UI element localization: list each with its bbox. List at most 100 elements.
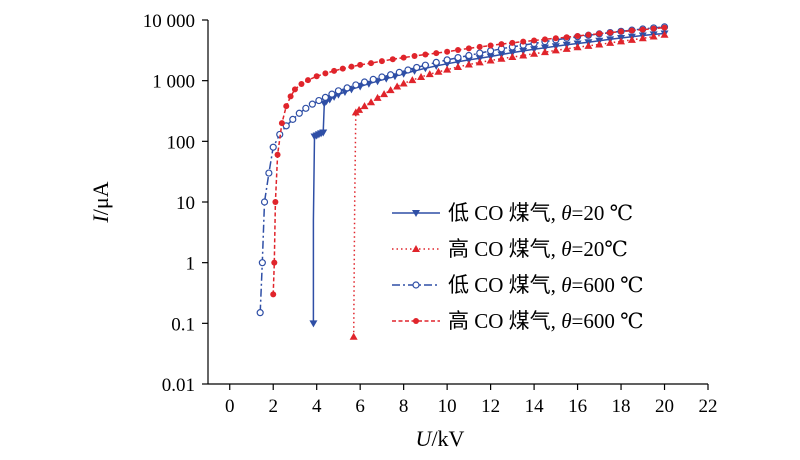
data-point <box>417 72 426 80</box>
x-tick-label: 20 <box>655 396 674 417</box>
data-point <box>349 332 358 340</box>
data-point <box>348 63 355 70</box>
data-point <box>393 82 402 90</box>
data-point <box>638 34 647 42</box>
legend-label: 高 CO 煤气, θ=20℃ <box>448 237 628 261</box>
data-point <box>315 96 323 105</box>
data-point <box>433 50 440 57</box>
legend-item-3: 高 CO 煤气, θ=600 ℃ <box>392 309 644 333</box>
data-point <box>487 42 494 49</box>
data-point <box>339 65 346 72</box>
data-point <box>355 105 364 113</box>
data-point <box>373 93 382 101</box>
data-point <box>585 31 592 38</box>
data-point <box>269 143 277 151</box>
data-point <box>258 259 266 267</box>
data-point <box>573 43 582 51</box>
legend-marker <box>412 210 420 217</box>
data-point <box>319 129 328 137</box>
data-point <box>352 81 360 89</box>
data-point <box>343 84 351 92</box>
y-tick-label: 10 000 <box>143 11 195 32</box>
y-tick-label: 1 <box>186 254 196 275</box>
legend-marker <box>413 318 419 324</box>
x-tick-label: 8 <box>399 396 409 417</box>
data-point <box>464 56 473 64</box>
data-point <box>331 67 338 74</box>
data-point <box>454 62 462 70</box>
series-1 <box>349 30 669 340</box>
data-point <box>334 87 343 95</box>
data-point <box>395 68 403 76</box>
y-axis-title: I/μA <box>88 181 113 223</box>
data-point <box>422 51 429 58</box>
data-point <box>607 29 614 36</box>
data-point <box>360 78 369 86</box>
data-point <box>260 198 269 206</box>
x-tick-label: 6 <box>355 396 365 417</box>
data-point <box>404 66 412 74</box>
data-point <box>661 24 668 31</box>
x-tick-label: 18 <box>612 396 631 417</box>
data-point <box>256 309 264 317</box>
data-point <box>519 47 528 55</box>
data-point <box>434 67 443 75</box>
data-point <box>386 86 395 94</box>
x-tick-label: 10 <box>438 396 457 417</box>
data-point <box>322 70 329 77</box>
data-point <box>628 27 635 34</box>
data-point <box>287 93 294 100</box>
data-point <box>487 47 495 55</box>
data-point <box>274 151 281 158</box>
y-tick-label: 0.01 <box>162 375 195 396</box>
data-point <box>618 28 625 35</box>
data-point <box>455 47 461 54</box>
data-point <box>421 61 429 69</box>
x-tick-label: 14 <box>525 396 545 417</box>
data-point <box>660 30 669 38</box>
data-point <box>497 54 506 62</box>
data-point <box>291 86 298 93</box>
data-point <box>298 81 305 88</box>
data-point <box>562 44 571 52</box>
data-point <box>271 259 278 266</box>
x-tick-label: 0 <box>225 396 235 417</box>
data-point <box>454 54 462 62</box>
data-point <box>321 93 329 101</box>
data-point <box>509 39 516 46</box>
data-point <box>369 75 377 83</box>
data-point <box>308 100 316 108</box>
data-point <box>278 120 285 127</box>
data-point <box>328 90 336 98</box>
data-point <box>540 44 549 52</box>
data-point <box>541 36 548 43</box>
y-tick-label: 100 <box>167 132 196 153</box>
data-point <box>367 98 376 106</box>
legend-marker <box>412 245 420 252</box>
data-point <box>464 60 473 68</box>
legend-label: 低 CO 煤气, θ=20 ℃ <box>448 201 633 225</box>
data-point <box>540 48 549 56</box>
data-point <box>498 41 505 48</box>
series-line <box>259 26 665 313</box>
legend-label: 低 CO 煤气, θ=600 ℃ <box>448 273 644 297</box>
x-axis-title: U/kV <box>416 426 465 451</box>
y-tick-label: 1 000 <box>152 72 195 93</box>
axes: 0 2 4 6 8 10 12 14 16 18 20 22 0.01 0.1 1 10 100 1 000 10 … <box>88 11 718 451</box>
data-point <box>649 32 658 40</box>
data-point <box>519 51 528 59</box>
data-point <box>476 49 484 57</box>
data-point <box>313 73 320 80</box>
data-point <box>486 56 495 64</box>
x-tick-label: 12 <box>481 396 500 417</box>
data-point <box>378 73 386 81</box>
data-point <box>476 43 483 50</box>
y-tick-label: 10 <box>176 193 195 214</box>
data-point <box>360 102 369 110</box>
data-point <box>400 54 407 61</box>
data-point <box>270 291 277 298</box>
data-point <box>378 58 385 65</box>
data-point <box>368 60 375 67</box>
x-tick-label: 2 <box>268 396 278 417</box>
